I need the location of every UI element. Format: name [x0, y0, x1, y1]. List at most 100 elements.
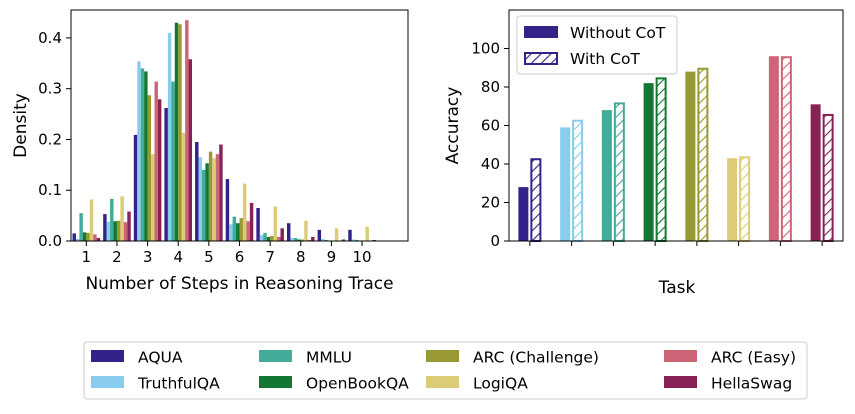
bottom-legend-label-openbookqa: OpenBookQA: [306, 375, 409, 393]
density-bar-mmlu-step-9: [324, 239, 328, 241]
accuracy-bar-without-cot-logiqa: [727, 158, 738, 241]
density-bar-hellaswag-step-4: [188, 59, 193, 241]
density-bar-truthfulqa-step-6: [229, 224, 233, 241]
accuracy-bar-with-cot-logiqa: [739, 156, 751, 242]
density-ytick-label: 0.4: [38, 29, 62, 47]
accuracy-bar-without-cot-hellaswag: [810, 104, 821, 241]
accuracy-bar-with-cot-truthfulqa: [572, 119, 584, 242]
density-xtick-label: 3: [143, 248, 153, 266]
density-chart: 1 2 3 4 5 6 7 8 9 10 0.0 0.1 0.2 0.3 0.4 Number of Step…: [11, 9, 409, 294]
density-xtick-label: 8: [296, 248, 306, 266]
density-bar-mmlu-step-6: [232, 216, 237, 241]
density-bar-hellaswag-step-3: [157, 99, 162, 241]
legend-swatch-with-cot: [524, 52, 558, 65]
density-bar-mmlu-step-3: [140, 68, 145, 241]
bottom-legend-swatch-arc-challenge: [426, 350, 459, 362]
density-bar-aqua-step-1: [72, 233, 76, 241]
density-xtick-label: 4: [173, 248, 183, 266]
accuracy-bar-with-cot-mmlu: [613, 102, 625, 243]
density-bar-aqua-step-2: [103, 214, 107, 241]
density-xtick-label: 6: [235, 248, 245, 266]
density-bar-openbookqa-step-3: [144, 71, 148, 241]
density-bar-aqua-step-4: [164, 107, 168, 241]
density-bar-arc-easy--step-2: [123, 222, 128, 241]
density-bar-arc-challenge--step-4: [178, 24, 182, 241]
density-bar-openbookqa-step-6: [236, 223, 240, 241]
density-bar-aqua-step-8: [286, 223, 291, 241]
bottom-legend-label-aqua: AQUA: [138, 349, 183, 367]
density-bar-hellaswag-step-1: [96, 237, 101, 241]
density-bar-openbookqa-step-7: [266, 236, 271, 241]
accuracy-ytick-label: 60: [481, 117, 500, 135]
bottom-legend-swatch-logiqa: [426, 376, 459, 388]
accuracy-bar-without-cot-arc-easy: [768, 56, 779, 242]
bottom-legend-label-truthfulqa: TruthfulQA: [137, 375, 220, 393]
density-bar-arc-challenge--step-3: [147, 95, 152, 242]
accuracy-bar-without-cot-arc-challenge: [685, 71, 696, 241]
accuracy-bar-without-cot-mmlu: [601, 110, 612, 241]
density-bar-openbookqa-step-5: [205, 163, 209, 241]
density-bar-arc-easy--step-8: [307, 239, 312, 241]
density-bar-logiqa-step-7: [273, 206, 278, 241]
accuracy-ylabel: Accuracy: [443, 87, 463, 165]
density-bar-mmlu-step-1: [79, 213, 83, 241]
accuracy-bar-without-cot-openbookqa: [643, 83, 654, 242]
density-bar-hellaswag-step-10: [372, 239, 376, 241]
density-bar-truthfulqa-step-10: [351, 239, 356, 241]
density-bar-hellaswag-step-9: [341, 239, 346, 241]
density-bar-logiqa-step-9: [334, 228, 339, 241]
density-bar-truthfulqa-step-5: [198, 157, 202, 241]
density-xtick-label: 7: [265, 248, 275, 266]
density-bar-truthfulqa-step-8: [290, 237, 294, 241]
density-ytick-label: 0.3: [38, 80, 62, 98]
density-bar-mmlu-step-7: [263, 232, 267, 241]
accuracy-bar-with-cot-arc-easy: [780, 56, 792, 243]
density-bar-aqua-step-9: [317, 229, 322, 241]
accuracy-bar-without-cot-aqua: [518, 187, 529, 241]
density-bar-arc-challenge--step-1: [86, 232, 90, 241]
accuracy-ytick-label: 100: [471, 40, 500, 58]
accuracy-bar-with-cot-openbookqa: [655, 77, 667, 242]
density-bar-openbookqa-step-4: [174, 22, 179, 242]
density-ytick-label: 0.1: [38, 181, 62, 199]
density-bar-arc-challenge--step-2: [116, 220, 121, 241]
accuracy-bar-with-cot-arc-challenge: [697, 67, 709, 242]
density-bar-arc-easy--step-6: [246, 221, 250, 241]
density-bar-hellaswag-step-8: [311, 236, 315, 241]
density-bar-mmlu-step-4: [171, 81, 175, 241]
bottom-legend-swatch-arc-easy: [664, 350, 697, 362]
bottom-legend-swatch-openbookqa: [259, 376, 292, 388]
accuracy-chart: 0 20 40 60 80 100 Task Accuracy Without CoT With …: [443, 9, 844, 298]
density-xtick-label: 2: [112, 248, 122, 266]
legend-label-without-cot: Without CoT: [570, 24, 666, 42]
accuracy-ytick-label: 20: [481, 194, 500, 212]
density-bar-logiqa-step-4: [181, 132, 186, 241]
density-ytick-label: 0.0: [38, 232, 62, 250]
accuracy-bar-with-cot-aqua: [530, 158, 542, 243]
density-bar-hellaswag-step-7: [280, 228, 284, 241]
density-bar-mmlu-step-10: [355, 239, 359, 241]
bottom-legend-swatch-aqua: [91, 350, 124, 362]
bottom-legend-label-mmlu: MMLU: [306, 349, 352, 367]
density-bar-hellaswag-step-6: [249, 202, 254, 241]
accuracy-ytick-label: 0: [490, 232, 500, 250]
bottom-legend-swatch-hellaswag: [664, 376, 697, 388]
density-bar-arc-challenge--step-6: [239, 218, 243, 241]
density-bar-arc-easy--step-5: [215, 154, 220, 241]
density-bar-logiqa-step-8: [304, 220, 308, 241]
density-bar-arc-challenge--step-7: [270, 235, 274, 241]
density-bar-truthfulqa-step-3: [137, 61, 141, 242]
accuracy-legend: Without CoT With CoT: [516, 15, 678, 75]
accuracy-bar-with-cot-hellaswag: [822, 113, 834, 242]
density-xtick-label: 9: [327, 248, 337, 266]
density-bar-arc-easy--step-1: [93, 234, 97, 241]
bottom-legend: AQUA TruthfulQA MMLU OpenBookQA ARC (Challen…: [83, 341, 808, 400]
density-bar-aqua-step-5: [195, 142, 199, 241]
density-bar-mmlu-step-2: [110, 198, 114, 241]
density-bar-aqua-step-6: [225, 179, 230, 241]
density-bar-logiqa-step-3: [151, 154, 155, 241]
density-bar-hellaswag-step-5: [219, 144, 223, 241]
density-bar-logiqa-step-6: [242, 183, 247, 241]
